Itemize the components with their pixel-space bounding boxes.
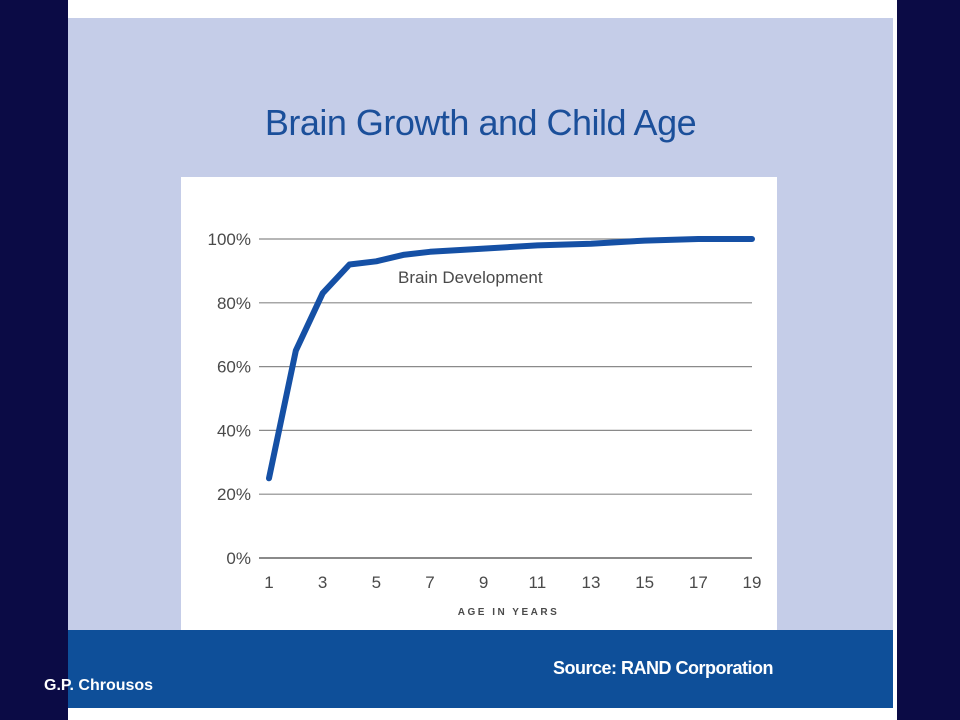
y-tick-label: 20% xyxy=(217,485,251,504)
x-tick-label: 5 xyxy=(372,573,381,592)
x-tick-label: 3 xyxy=(318,573,327,592)
x-tick-label: 13 xyxy=(582,573,601,592)
source-label: Source: RAND Corporation xyxy=(552,658,774,678)
slide-title: Brain Growth and Child Age xyxy=(264,102,697,143)
x-axis-label: AGE IN YEARS xyxy=(458,607,560,618)
slide: Brain Growth and Child Age 0% 20% 40% 60% 80… xyxy=(68,0,897,720)
x-tick-label: 7 xyxy=(425,573,434,592)
author-label: G.P. Chrousos xyxy=(44,677,154,694)
y-tick-label: 100% xyxy=(208,230,251,249)
y-tick-label: 40% xyxy=(217,421,251,440)
series-annotation: Brain Development xyxy=(398,268,543,287)
source-band: Source: RAND Corporation xyxy=(68,630,893,708)
chart-card: 0% 20% 40% 60% 80% 100% 1 3 5 7 9 11 13 15 17 19 AGE IN … xyxy=(181,177,777,630)
y-tick-label: 60% xyxy=(217,358,251,377)
y-tick-label: 80% xyxy=(217,294,251,313)
y-tick-label: 0% xyxy=(226,549,251,568)
x-tick-label: 15 xyxy=(635,573,654,592)
x-tick-label: 17 xyxy=(689,573,708,592)
series-line xyxy=(266,236,755,482)
x-tick-label: 19 xyxy=(743,573,762,592)
x-tick-label: 9 xyxy=(479,573,488,592)
x-tick-label: 11 xyxy=(529,573,547,592)
x-tick-label: 1 xyxy=(264,573,273,592)
